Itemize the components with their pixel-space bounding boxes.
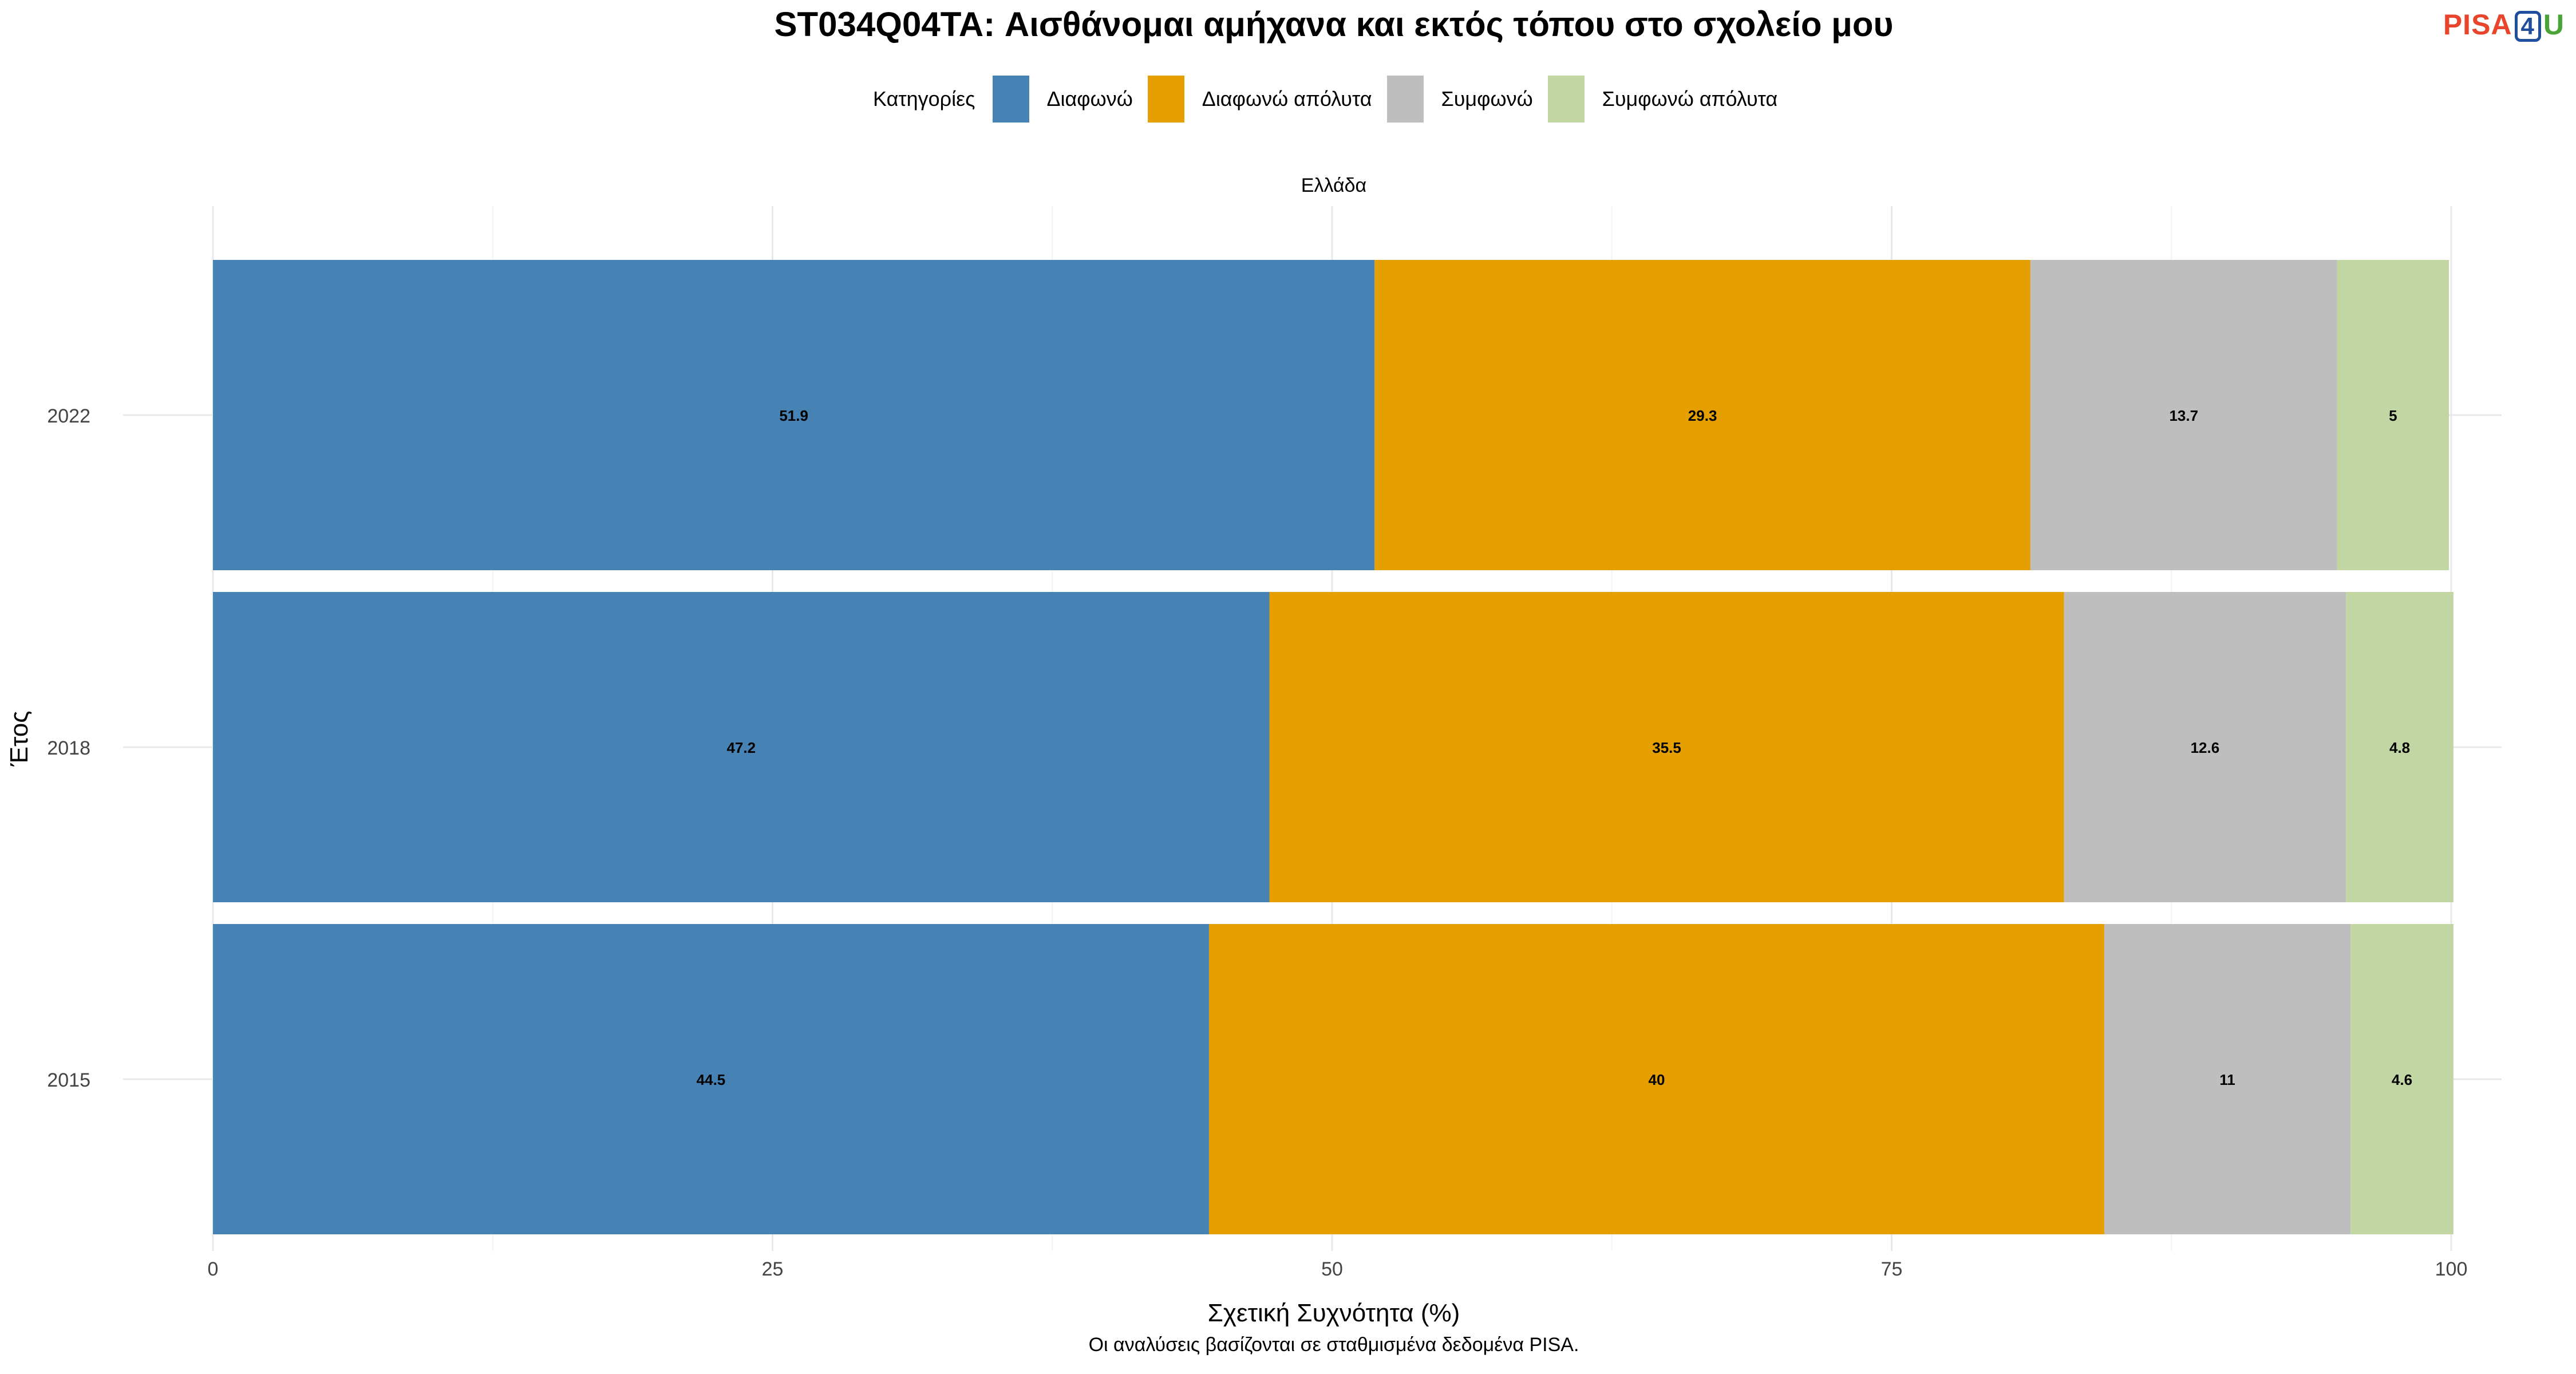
legend-title: Κατηγορίες <box>873 87 975 110</box>
legend-swatch <box>1148 76 1185 123</box>
chart-title: ST034Q04TA: Αισθάνομαι αμήχανα και εκτός… <box>774 5 1894 44</box>
legend-item-symfono-apolyta: Συμφωνώ απόλυτα <box>1548 76 1777 123</box>
logo-text-pisa: PISA <box>2443 9 2512 41</box>
bar-segment <box>1374 260 2030 570</box>
bar-segment <box>2337 260 2449 570</box>
facet-label: Ελλάδα <box>1301 175 1366 196</box>
y-axis-label: Έτος <box>5 711 33 767</box>
legend-label: Διαφωνώ <box>1046 87 1133 110</box>
legend-swatch <box>1386 76 1424 123</box>
x-tick-label: 75 <box>1881 1258 1903 1280</box>
bar-segment <box>1208 924 2104 1234</box>
y-tick-label: 2018 <box>47 737 90 759</box>
legend-item-diafono-apolyta: Διαφωνώ απόλυτα <box>1148 76 1372 123</box>
data-label: 11 <box>2219 1071 2235 1088</box>
legend-label: Συμφωνώ απόλυτα <box>1602 87 1778 110</box>
bars: 51.9 29.3 13.7 5 47.2 35.5 12.6 4.8 44.5 40 11 4.6 <box>213 260 2453 1234</box>
bar-segment <box>213 592 1270 902</box>
x-tick-label: 100 <box>2435 1258 2468 1280</box>
legend-item-diafono: Διαφωνώ <box>992 76 1133 123</box>
legend-swatch <box>992 76 1029 123</box>
bar-segment <box>213 260 1375 570</box>
bar-segment <box>2346 592 2453 902</box>
bar-segment <box>2064 592 2346 902</box>
x-tick-labels: 0 25 50 75 100 <box>208 1258 2468 1280</box>
y-tick-labels: 2022 2018 2015 <box>47 405 90 1091</box>
pisa4u-logo: PISA 4 U <box>2443 8 2565 42</box>
y-tick-label: 2022 <box>47 405 90 427</box>
x-tick-label: 25 <box>762 1258 784 1280</box>
x-tick-label: 0 <box>208 1258 219 1280</box>
data-label: 4.6 <box>2392 1071 2412 1088</box>
data-label: 29.3 <box>1688 407 1717 424</box>
data-label: 40 <box>1648 1071 1665 1088</box>
legend-swatch <box>1548 76 1585 123</box>
data-label: 4.8 <box>2389 739 2410 756</box>
bar-segment <box>213 924 1209 1234</box>
logo-text-4: 4 <box>2514 11 2541 42</box>
bar-segment <box>2350 924 2453 1234</box>
x-tick-label: 50 <box>1321 1258 1343 1280</box>
x-axis-label: Σχετική Συχνότητα (%) <box>1208 1299 1460 1327</box>
logo-text-u: U <box>2543 9 2565 41</box>
footnote: Οι αναλύσεις βασίζονται σε σταθμισμένα δ… <box>1088 1334 1579 1356</box>
data-label: 44.5 <box>697 1071 726 1088</box>
data-label: 35.5 <box>1652 739 1681 756</box>
data-label: 13.7 <box>2169 407 2198 424</box>
data-label: 51.9 <box>779 407 808 424</box>
legend-item-symfono: Συμφωνώ <box>1386 76 1533 123</box>
legend: Κατηγορίες Διαφωνώ Διαφωνώ απόλυτα Συμφω… <box>873 76 1790 123</box>
legend-label: Διαφωνώ απόλυτα <box>1202 87 1372 110</box>
data-label: 5 <box>2389 407 2397 424</box>
y-tick-label: 2015 <box>47 1069 90 1091</box>
data-label: 12.6 <box>2191 739 2220 756</box>
data-label: 47.2 <box>726 739 756 756</box>
bar-segment <box>2104 924 2351 1234</box>
legend-label: Συμφωνώ <box>1441 87 1533 110</box>
bar-segment <box>2030 260 2337 570</box>
bar-segment <box>1269 592 2064 902</box>
